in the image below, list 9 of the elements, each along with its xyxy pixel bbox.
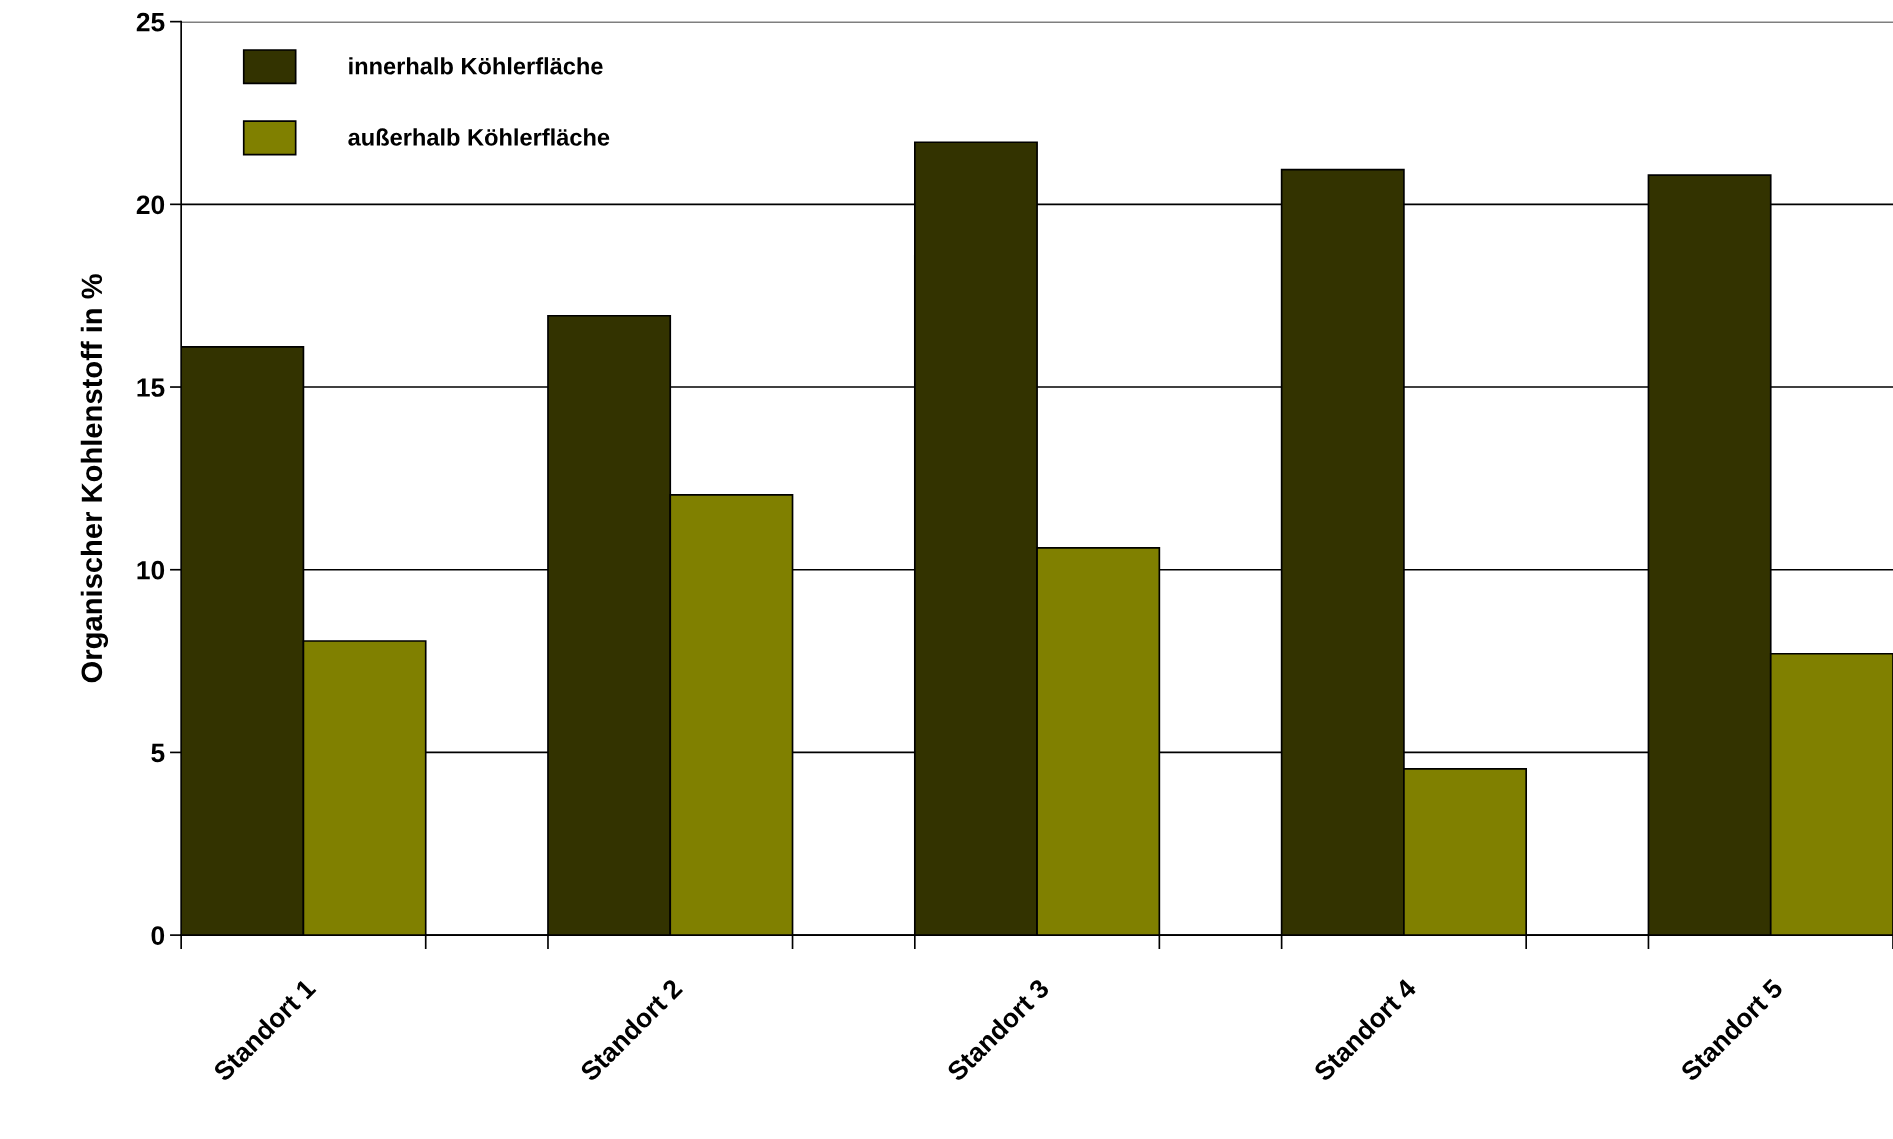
y-tick-label: 0 [151, 926, 165, 945]
y-axis-title: Organischer Kohlenstoff in % [80, 274, 109, 683]
y-tick-label: 15 [137, 378, 165, 397]
y-tick-label: 5 [151, 743, 165, 763]
y-tick-label: 10 [137, 560, 165, 580]
legend-label: innerhalb Köhlerfläche [349, 57, 603, 75]
y-tick-label: 25 [136, 12, 165, 32]
legend-label: außerhalb Köhlerfläche [348, 128, 610, 146]
y-tick-label: 20 [136, 195, 165, 215]
